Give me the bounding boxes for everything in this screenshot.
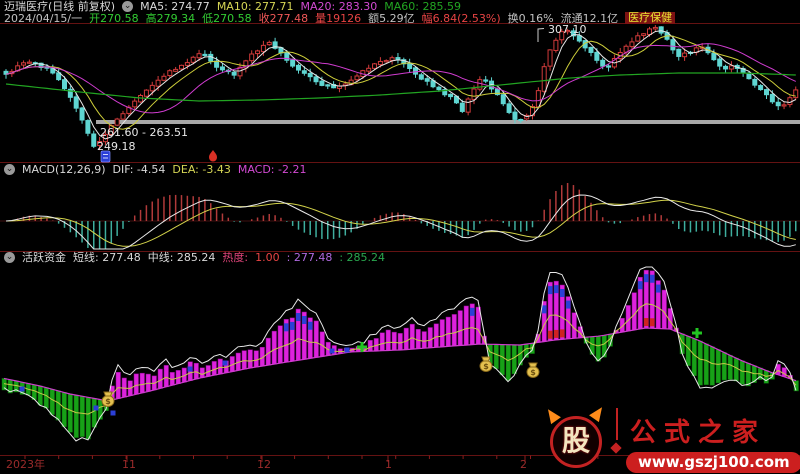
sector-tag[interactable]: 医疗保健 — [625, 12, 676, 24]
blue-square-marker — [344, 347, 350, 353]
blue-square-marker — [329, 348, 335, 354]
fund-mid: 中线: 285.24 — [147, 251, 216, 264]
svg-text:$: $ — [530, 368, 536, 377]
macd-header: ⌄ MACD(12,26,9) DIF: -4.54 DEA: -3.43 MA… — [4, 164, 306, 175]
green-plus-marker — [692, 328, 702, 338]
money-bag-icon: $ — [526, 362, 540, 378]
green-plus-marker — [357, 342, 367, 352]
quote-amount: 额5.29亿 — [368, 11, 415, 25]
watermark-diamond-icon — [610, 442, 622, 454]
fund-title: 活跃资金 — [22, 251, 66, 264]
axis-label: 2023年 — [6, 458, 45, 471]
money-bag-icon: $ — [101, 391, 115, 407]
quote-open: 开270.58 — [89, 11, 139, 25]
macd-dea: DEA: -3.43 — [172, 163, 231, 176]
collapse-macd-icon[interactable]: ⌄ — [4, 164, 15, 175]
fund-header: ⌄ 活跃资金 短线: 277.48 中线: 285.24 热度: 1.00 : … — [4, 252, 385, 263]
blue-flag-marker — [100, 150, 111, 163]
quote-bar: 2024/04/15/一 开270.58 高279.34 低270.58 收27… — [4, 11, 676, 25]
watermark-title: 公式之家 — [630, 418, 767, 448]
blue-square-marker — [93, 405, 99, 411]
blue-square-marker — [110, 410, 116, 416]
quote-high: 高279.34 — [145, 11, 196, 25]
fund-val1: : 277.48 — [286, 251, 333, 264]
axis-label: 12 — [257, 458, 271, 471]
quote-float: 流通12.1亿 — [560, 11, 619, 25]
ma5-value: MA5: 274.77 — [140, 0, 210, 13]
peak-price-annotation: 307.10 — [548, 23, 587, 36]
watermark-horn-right-icon — [589, 403, 607, 423]
quote-low: 低270.58 — [202, 11, 252, 25]
blue-square-marker — [222, 360, 228, 366]
macd-title: MACD(12,26,9) — [22, 163, 106, 176]
fund-heat-label: 热度: — [222, 251, 249, 264]
fund-heat-value: 1.00 — [255, 251, 280, 264]
quote-volume: 量19126 — [315, 11, 362, 25]
low-price-annotation: 249.18 — [97, 140, 136, 153]
money-bag-icon: $ — [479, 356, 493, 372]
quote-range: 幅6.84(2.53%) — [421, 11, 501, 25]
axis-label: 1 — [385, 458, 392, 471]
red-flame-marker — [209, 150, 217, 162]
fund-val2: : 285.24 — [339, 251, 386, 264]
title-bar: 迈瑞医疗(日线 前复权) ⌄ MA5: 274.77 MA10: 277.71 … — [4, 1, 461, 12]
blue-square-marker — [19, 386, 25, 392]
band-price-annotation: 261.60 - 263.51 — [100, 126, 188, 139]
axis-label: 11 — [122, 458, 136, 471]
stock-title: 迈瑞医疗(日线 前复权) — [4, 0, 116, 13]
blue-square-marker — [187, 366, 193, 372]
quote-close: 收277.48 — [258, 11, 309, 25]
ma20-value: MA20: 283.30 — [300, 0, 378, 13]
svg-text:$: $ — [105, 397, 111, 406]
ma10-value: MA10: 277.71 — [216, 0, 294, 13]
macd-dif: DIF: -4.54 — [112, 163, 166, 176]
quote-turnover: 换0.16% — [507, 11, 554, 25]
macd-value: MACD: -2.21 — [237, 163, 307, 176]
fund-short: 短线: 277.48 — [73, 251, 141, 264]
ma60-value: MA60: 285.59 — [384, 0, 461, 13]
watermark-logo: 股 — [550, 416, 602, 468]
collapse-fund-icon[interactable]: ⌄ — [4, 252, 15, 263]
axis-label: 2 — [520, 458, 527, 471]
watermark-url: www.gszj100.com — [626, 452, 800, 473]
watermark-divider — [616, 408, 618, 440]
collapse-main-icon[interactable]: ⌄ — [122, 1, 134, 12]
watermark: 股 公式之家 www.gszj100.com — [543, 400, 800, 474]
svg-text:$: $ — [483, 362, 489, 371]
quote-date: 2024/04/15/一 — [4, 11, 83, 25]
